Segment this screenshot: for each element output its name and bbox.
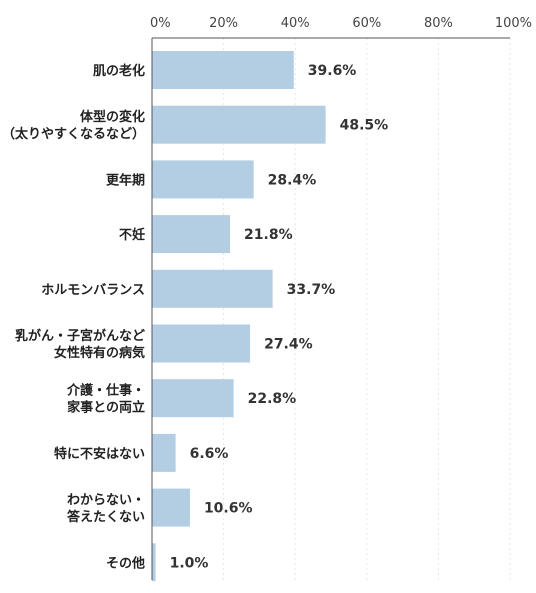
bar [152, 51, 294, 89]
value-labels: 39.6% 48.5% 28.4% 21.8% 33.7% 27.4% 22.8% 6.6% 1… [170, 63, 389, 571]
value-label: 27.4% [264, 337, 313, 353]
category-label: 答えたくない [67, 509, 145, 525]
category-label: 介護・仕事・ [66, 383, 145, 399]
bar [152, 433, 176, 472]
category-label: 女性特有の病気 [54, 345, 145, 361]
bars [152, 51, 326, 582]
category-label: 家事との両立 [67, 400, 145, 416]
x-tick-label: 20% [209, 16, 238, 31]
category-label: その他 [106, 555, 145, 571]
value-label: 33.7% [287, 282, 336, 298]
category-label: ホルモンバランス [41, 283, 145, 298]
x-tick-label: 60% [352, 16, 381, 31]
value-label: 6.6% [190, 446, 229, 462]
value-label: 21.8% [244, 227, 293, 243]
x-tick-label: 0% [150, 16, 171, 31]
x-tick-label: 80% [424, 16, 453, 31]
value-label: 1.0% [170, 555, 209, 571]
category-label: 更年期 [106, 172, 145, 188]
category-label: 体型の変化 [80, 109, 145, 125]
bar [152, 324, 251, 363]
category-label: わからない・ [67, 493, 145, 508]
category-label: 不妊 [119, 227, 145, 243]
value-label: 39.6% [308, 63, 357, 79]
x-tick-label: 100% [495, 16, 532, 31]
bar [152, 105, 326, 144]
category-label: 乳がん・子宮がんなど [15, 328, 145, 344]
bar [152, 543, 156, 582]
value-label: 10.6% [204, 501, 253, 517]
value-label: 22.8% [248, 391, 297, 407]
category-label: 肌の老化 [93, 63, 145, 79]
value-label: 28.4% [268, 172, 317, 188]
bar [152, 488, 190, 527]
value-label: 48.5% [340, 118, 389, 134]
bar [152, 379, 234, 418]
bar [152, 215, 231, 254]
x-axis-ticks: 0% 20% 40% 60% 80% 100% [150, 16, 532, 31]
bar [152, 160, 254, 199]
category-label: 特に不安はない [54, 446, 145, 462]
x-tick-label: 40% [281, 16, 310, 31]
bar [152, 269, 273, 308]
category-label: （太りやすくなるなど） [2, 126, 145, 142]
